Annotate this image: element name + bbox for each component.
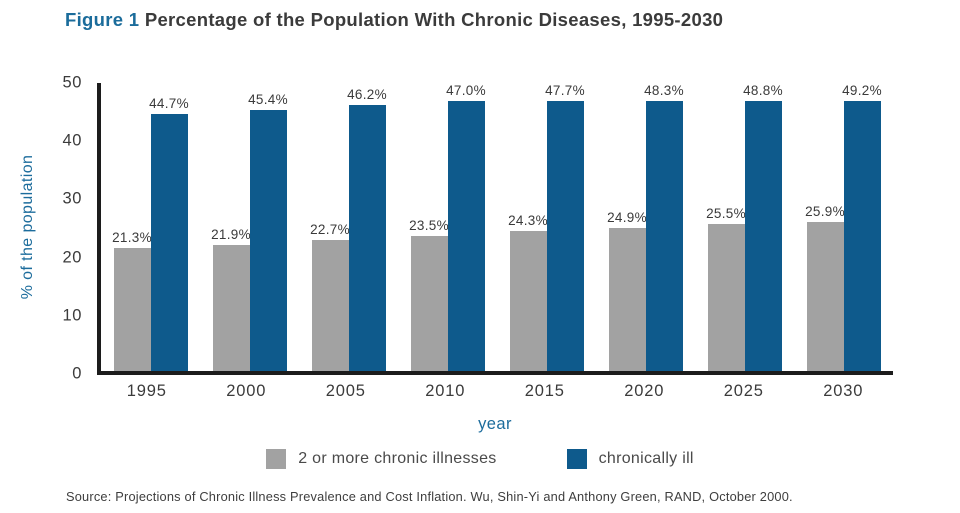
bar-col-chronically-ill-2000: 45.4% [248, 83, 288, 371]
bar-2-or-more-chronic-illnesses-2020 [608, 227, 646, 371]
bar-2-or-more-chronic-illnesses-1995 [113, 248, 151, 371]
bar-2-or-more-chronic-illnesses-2010 [410, 235, 448, 371]
bar-chronically-ill-2000 [249, 109, 287, 371]
bar-chronically-ill-1995 [150, 113, 188, 371]
bar-value-label-2-or-more-chronic-illnesses-2015: 24.3% [508, 213, 548, 229]
bar-value-label-chronically-ill-2030: 49.2% [842, 83, 882, 98]
y-tick-50: 50 [62, 73, 82, 92]
bar-group-2005: 22.7% 46.2% [299, 83, 398, 371]
bar-chronically-ill-2015 [546, 101, 584, 371]
x-axis-title: year [478, 415, 512, 433]
bar-2-or-more-chronic-illnesses-2025 [707, 224, 745, 371]
bar-col-2-or-more-chronic-illnesses-2025: 25.5% [706, 83, 746, 371]
bar-group-2030: 25.9% 49.2% [794, 83, 893, 371]
bar-chronically-ill-2010 [447, 101, 485, 371]
y-tick-40: 40 [62, 131, 82, 150]
bar-group-2000: 21.9% 45.4% [200, 83, 299, 371]
x-tick-2005: 2005 [325, 382, 366, 400]
bar-col-2-or-more-chronic-illnesses-2030: 25.9% [805, 83, 845, 371]
y-axis-title: % of the population [19, 154, 36, 300]
bar-chronically-ill-2025 [744, 101, 782, 371]
bar-col-chronically-ill-2015: 47.7% [545, 83, 585, 371]
y-axis-ticks: 0 10 20 30 40 50 [40, 74, 90, 383]
bar-2-or-more-chronic-illnesses-2030 [806, 221, 844, 371]
legend-swatch-blue [566, 449, 587, 469]
source-citation: Source: Projections of Chronic Illness P… [66, 489, 793, 504]
figure-title-row: Figure 1 Percentage of the Population Wi… [65, 9, 723, 31]
bar-group-2025: 25.5% 48.8% [695, 83, 794, 371]
bar-group-2015: 24.3% 47.7% [497, 83, 596, 371]
x-tick-2025: 2025 [723, 382, 764, 400]
bar-value-label-2-or-more-chronic-illnesses-2030: 25.9% [805, 203, 845, 219]
bar-value-label-chronically-ill-2000: 45.4% [248, 91, 288, 107]
bar-col-chronically-ill-2005: 46.2% [347, 83, 387, 371]
y-tick-20: 20 [62, 248, 82, 267]
bar-value-label-chronically-ill-2005: 46.2% [347, 86, 387, 102]
legend-item-2-or-more-chronic-illnesses: 2 or more chronic illnesses [266, 449, 496, 469]
legend-label-2-or-more-chronic-illnesses: 2 or more chronic illnesses [298, 450, 497, 467]
bar-group-1995: 21.3% 44.7% [101, 83, 200, 371]
bar-col-chronically-ill-2025: 48.8% [743, 83, 783, 371]
x-axis-ticks: 1995 2000 2005 2010 2015 2020 2025 2030 [97, 382, 893, 401]
bar-value-label-2-or-more-chronic-illnesses-2025: 25.5% [706, 206, 746, 222]
bar-2-or-more-chronic-illnesses-2005 [311, 240, 349, 371]
bar-chronically-ill-2030 [843, 101, 881, 371]
x-tick-2030: 2030 [823, 382, 864, 400]
bar-col-chronically-ill-1995: 44.7% [149, 83, 189, 371]
bar-value-label-2-or-more-chronic-illnesses-2000: 21.9% [211, 226, 251, 242]
bar-group-2020: 24.9% 48.3% [596, 83, 695, 371]
bar-value-label-2-or-more-chronic-illnesses-2005: 22.7% [310, 222, 350, 238]
bar-value-label-2-or-more-chronic-illnesses-1995: 21.3% [112, 230, 152, 246]
bar-col-2-or-more-chronic-illnesses-2020: 24.9% [607, 83, 647, 371]
y-tick-30: 30 [62, 189, 82, 208]
legend-item-chronically-ill: chronically ill [566, 449, 694, 469]
x-tick-1995: 1995 [126, 382, 167, 400]
bar-2-or-more-chronic-illnesses-2015 [509, 231, 547, 371]
bar-col-2-or-more-chronic-illnesses-2015: 24.3% [508, 83, 548, 371]
bars-layer: 21.3% 44.7% 21.9% 45.4% 22.7% 46.2% 23.5% 47.0%… [101, 83, 893, 371]
bar-value-label-chronically-ill-2020: 48.3% [644, 83, 684, 98]
bar-col-chronically-ill-2010: 47.0% [446, 83, 486, 371]
bar-value-label-2-or-more-chronic-illnesses-2020: 24.9% [607, 209, 647, 225]
y-tick-10: 10 [62, 306, 82, 325]
plot-area: 21.3% 44.7% 21.9% 45.4% 22.7% 46.2% 23.5% 47.0%… [97, 83, 893, 375]
bar-col-chronically-ill-2020: 48.3% [644, 83, 684, 371]
legend-label-chronically-ill: chronically ill [598, 450, 694, 467]
bar-col-2-or-more-chronic-illnesses-2010: 23.5% [409, 83, 449, 371]
bar-value-label-chronically-ill-1995: 44.7% [149, 95, 189, 111]
bar-col-2-or-more-chronic-illnesses-2000: 21.9% [211, 83, 251, 371]
figure-title-text: Percentage of the Population With Chroni… [144, 9, 724, 30]
x-tick-2000: 2000 [226, 382, 267, 400]
bar-col-2-or-more-chronic-illnesses-2005: 22.7% [310, 83, 350, 371]
bar-2-or-more-chronic-illnesses-2000 [212, 244, 250, 371]
bar-value-label-chronically-ill-2025: 48.8% [743, 83, 783, 98]
bar-value-label-2-or-more-chronic-illnesses-2010: 23.5% [409, 217, 449, 233]
x-tick-2010: 2010 [425, 382, 466, 400]
bar-value-label-chronically-ill-2010: 47.0% [446, 83, 486, 98]
x-tick-2015: 2015 [524, 382, 565, 400]
bar-value-label-chronically-ill-2015: 47.7% [545, 83, 585, 98]
figure-label: Figure 1 [65, 9, 140, 30]
bar-group-2010: 23.5% 47.0% [398, 83, 497, 371]
chart-legend: 2 or more chronic illnesses chronically … [0, 449, 960, 469]
bar-col-2-or-more-chronic-illnesses-1995: 21.3% [112, 83, 152, 371]
x-tick-2020: 2020 [624, 382, 665, 400]
y-tick-0: 0 [72, 364, 82, 383]
bar-col-chronically-ill-2030: 49.2% [842, 83, 882, 371]
bar-chronically-ill-2005 [348, 104, 386, 371]
bar-chronically-ill-2020 [645, 101, 683, 371]
legend-swatch-gray [266, 449, 287, 469]
